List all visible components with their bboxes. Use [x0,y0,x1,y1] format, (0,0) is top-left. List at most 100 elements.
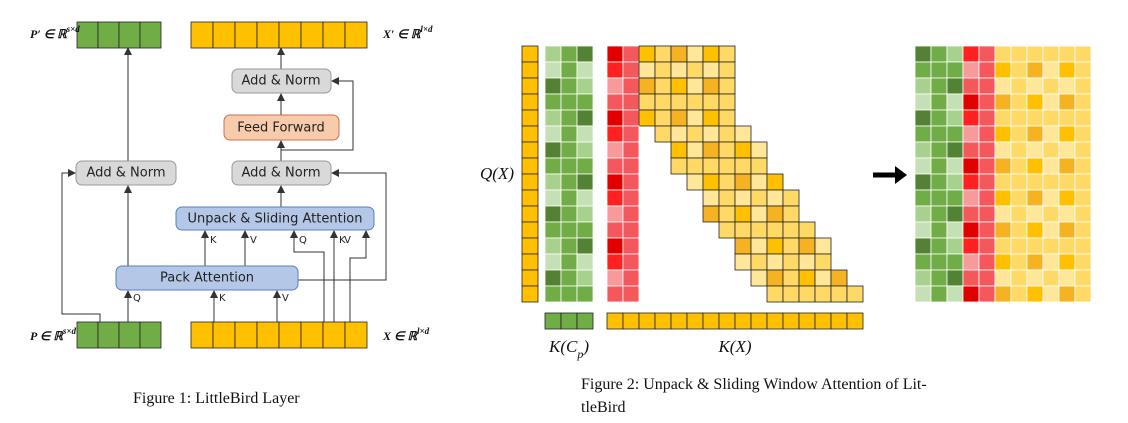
cell [946,253,964,271]
cell [994,173,1012,191]
cell [322,21,346,49]
cell [766,269,784,287]
cell [1042,221,1060,239]
cell [1074,221,1092,239]
cell [962,285,980,303]
cell [521,77,539,95]
cell [734,205,752,223]
cell [622,173,640,191]
cell [1074,205,1092,223]
cell [718,157,736,175]
cell [798,312,816,330]
cell [212,21,236,49]
figure-2: Q(X) K(Cp) K(X) Figure 2: Unpack & Slidi… [480,45,1092,416]
cell [830,285,848,303]
block-label: Add & Norm [241,74,320,89]
cell [278,321,302,349]
cell [978,45,996,63]
cell [1058,221,1076,239]
cell [544,61,562,79]
cell [576,77,594,95]
cell [1026,157,1044,175]
cell [1058,157,1076,175]
cell [930,45,948,63]
cell [914,285,932,303]
cell [978,285,996,303]
cell [994,77,1012,95]
cell [750,205,768,223]
cell [846,312,864,330]
cell [521,173,539,191]
cell [300,321,324,349]
cell [962,269,980,287]
cell [190,321,214,349]
cell [256,21,280,49]
cell [978,173,996,191]
block [231,160,332,186]
cell [962,93,980,111]
cell [718,189,736,207]
cell [638,109,656,127]
cell [946,61,964,79]
cell [978,125,996,143]
cell [622,125,640,143]
cell [606,157,624,175]
block-label: Feed Forward [237,121,324,136]
cell [1026,173,1044,191]
cell [994,61,1012,79]
cell [606,285,624,303]
cell [1074,141,1092,159]
cell [994,189,1012,207]
cell [718,61,736,79]
cell [1058,205,1076,223]
cell [946,205,964,223]
cell [962,205,980,223]
cell [622,45,640,63]
cell [576,285,594,303]
cell [930,269,948,287]
cell [914,45,932,63]
cell [978,189,996,207]
cell [930,61,948,79]
cell [521,253,539,271]
cell [1042,269,1060,287]
cell [718,312,736,330]
cell [750,253,768,271]
cell [702,312,720,330]
cell [750,141,768,159]
cell [1042,61,1060,79]
cell [521,45,539,63]
port-label: Q [133,293,141,304]
cell [962,141,980,159]
cell [978,253,996,271]
cell [521,141,539,159]
cell [622,61,640,79]
cell [576,269,594,287]
cell [560,141,578,159]
cell [606,312,624,330]
cell [930,237,948,255]
cell [606,61,624,79]
cell [914,173,932,191]
math-label: P ∈ ℝs×d [30,326,76,343]
cell [576,189,594,207]
cell [782,285,800,303]
cell [718,45,736,63]
cell [576,61,594,79]
cell [1026,45,1044,63]
cell [914,61,932,79]
cell [544,312,562,330]
cell [576,237,594,255]
cell [118,321,141,349]
cell [521,285,539,303]
cell [1058,93,1076,111]
cell [914,269,932,287]
block-label: Add & Norm [86,166,165,181]
cell [750,189,768,207]
attention-grid [521,45,1092,330]
cell [606,109,624,127]
cell [994,45,1012,63]
cell [782,253,800,271]
cell [978,93,996,111]
